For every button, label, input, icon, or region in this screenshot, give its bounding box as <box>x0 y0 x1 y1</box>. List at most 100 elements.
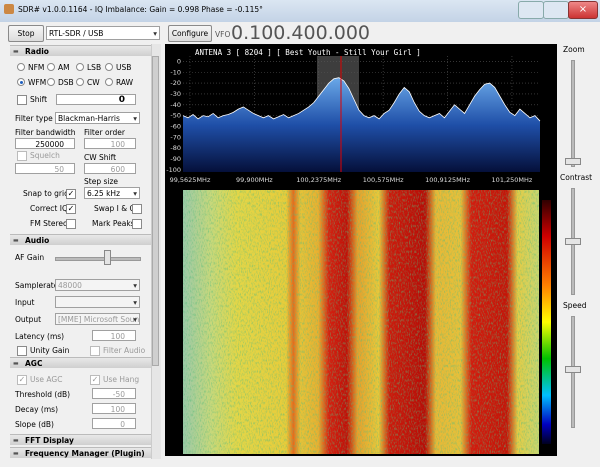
spectrum-fill <box>183 77 540 172</box>
combo[interactable] <box>55 296 140 309</box>
checkbox[interactable]: ✓ <box>66 189 76 199</box>
radio-button[interactable] <box>76 78 84 86</box>
slider-thumb[interactable] <box>104 250 111 265</box>
label: Samplerate <box>15 281 59 290</box>
x-tick-label: 100,9125MHz <box>425 176 471 184</box>
spin-box[interactable]: 0 <box>56 94 136 105</box>
stop-button[interactable]: Stop <box>8 25 44 42</box>
combo[interactable]: 6.25 kHz <box>84 187 140 200</box>
radio-button[interactable] <box>17 78 25 86</box>
spin-box[interactable]: 250000 <box>15 138 75 149</box>
label: Filter bandwidth <box>15 128 76 137</box>
scroll-thumb[interactable] <box>152 56 159 366</box>
x-tick-label: 100,575MHz <box>363 176 404 184</box>
label: FM Stereo <box>30 219 68 228</box>
label: LSB <box>87 63 102 72</box>
vfo-frequency[interactable]: 0.100.400.000 <box>231 22 371 44</box>
slider-thumb[interactable] <box>565 158 581 165</box>
y-tick-label: 0 <box>177 57 181 65</box>
label: Squelch <box>30 151 60 160</box>
y-tick-label: -40 <box>170 101 181 109</box>
label: Latency (ms) <box>15 332 65 341</box>
spin-box[interactable]: 100 <box>92 403 136 414</box>
spin-box[interactable]: -50 <box>92 388 136 399</box>
speed-label: Speed <box>563 301 587 310</box>
radio-button[interactable] <box>47 63 55 71</box>
label: Decay (ms) <box>15 405 58 414</box>
spin-box[interactable]: 50 <box>15 163 75 174</box>
section-header[interactable]: FFT Display <box>10 434 151 446</box>
label: Correct IQ <box>30 204 68 213</box>
label: Input <box>15 298 35 307</box>
y-tick-label: -50 <box>170 112 181 120</box>
section-header[interactable]: Frequency Manager (Plugin) <box>10 447 151 459</box>
checkbox[interactable] <box>17 346 27 356</box>
label: Unity Gain <box>30 346 70 355</box>
spin-box[interactable]: 600 <box>84 163 136 174</box>
y-tick-label: -100 <box>166 166 181 174</box>
color-scale <box>542 200 551 444</box>
label: Threshold (dB) <box>15 390 71 399</box>
configure-button[interactable]: Configure <box>168 25 212 42</box>
spin-box[interactable]: 100 <box>84 138 136 149</box>
spectrum-display[interactable]: ANTENA 3 [ 8204 ] [ Best Youth - Still Y… <box>165 44 557 188</box>
x-tick-label: 100,2375MHz <box>296 176 342 184</box>
checkbox[interactable] <box>132 204 142 214</box>
label: Step size <box>84 177 119 186</box>
radio-button[interactable] <box>105 63 113 71</box>
checkbox[interactable] <box>132 219 142 229</box>
slider-thumb[interactable] <box>565 238 581 245</box>
maximize-button[interactable] <box>543 1 569 19</box>
app-icon <box>4 4 14 14</box>
minimize-button[interactable] <box>518 1 544 19</box>
section-header[interactable]: AGC <box>10 357 151 369</box>
label: WFM <box>28 78 47 87</box>
label: CW Shift <box>84 153 117 162</box>
slider-thumb[interactable] <box>565 366 581 373</box>
combo[interactable]: [MME] Microsoft Sound <box>55 313 140 325</box>
checkbox[interactable] <box>17 95 27 105</box>
device-combo[interactable]: RTL-SDR / USB <box>46 26 160 41</box>
contrast-label: Contrast <box>560 173 593 182</box>
label: CW <box>87 78 100 87</box>
checkbox[interactable]: ✓ <box>90 375 100 385</box>
label: AM <box>58 63 70 72</box>
label: Snap to grid <box>23 189 69 198</box>
label: USB <box>116 63 132 72</box>
radio-button[interactable] <box>17 63 25 71</box>
checkbox[interactable] <box>90 346 100 356</box>
section-header[interactable]: Audio <box>10 234 151 246</box>
waterfall <box>165 188 557 456</box>
section-header[interactable]: Radio <box>10 45 151 57</box>
label: Use Hang <box>103 375 140 384</box>
checkbox[interactable] <box>66 219 76 229</box>
label: Slope (dB) <box>15 420 54 429</box>
slider-track[interactable] <box>55 257 141 261</box>
spin-box[interactable]: 0 <box>92 418 136 429</box>
label: Filter Audio <box>103 346 146 355</box>
slider-track[interactable] <box>571 60 575 167</box>
radio-button[interactable] <box>76 63 84 71</box>
radio-button[interactable] <box>47 78 55 86</box>
y-tick-label: -70 <box>170 133 181 141</box>
combo[interactable]: Blackman-Harris <box>55 112 140 125</box>
y-tick-label: -10 <box>170 68 181 76</box>
checkbox[interactable] <box>17 151 27 161</box>
close-button[interactable]: × <box>568 1 598 19</box>
label: Output <box>15 315 42 324</box>
label: Mark Peaks <box>92 219 135 228</box>
y-tick-label: -90 <box>170 155 181 163</box>
checkbox[interactable]: ✓ <box>17 375 27 385</box>
combo[interactable]: 48000 <box>55 279 140 292</box>
spin-box[interactable]: 100 <box>92 330 136 341</box>
y-tick-label: -60 <box>170 122 181 130</box>
y-tick-label: -20 <box>170 79 181 87</box>
title-bar <box>0 0 600 22</box>
radio-button[interactable] <box>105 78 113 86</box>
label: AF Gain <box>15 253 45 262</box>
x-tick-label: 101,250MHz <box>492 176 533 184</box>
window-title: SDR# v1.0.0.1164 - IQ Imbalance: Gain = … <box>18 5 263 14</box>
vfo-label: VFO <box>215 30 231 39</box>
checkbox[interactable]: ✓ <box>66 204 76 214</box>
